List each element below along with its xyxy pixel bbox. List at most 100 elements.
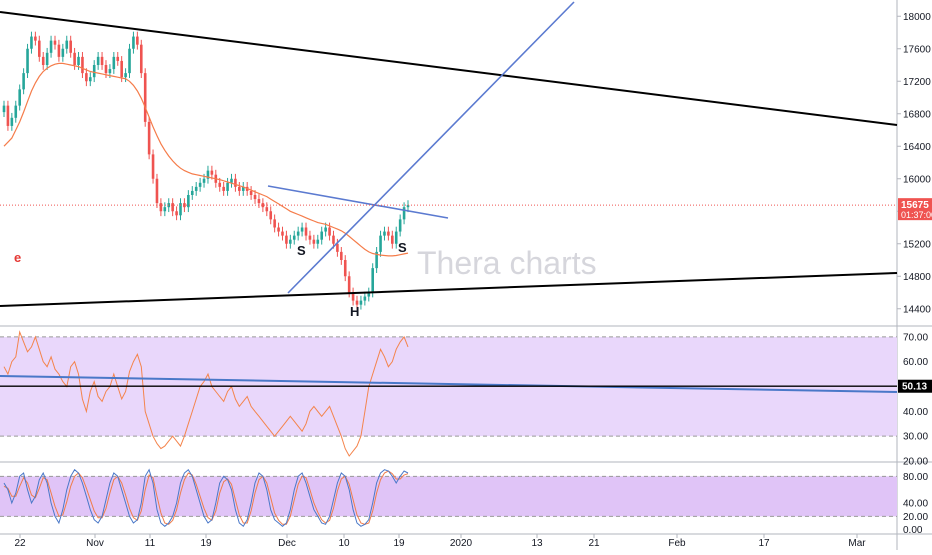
candle-body (406, 205, 410, 208)
candle-body (116, 56, 120, 61)
candle-body (222, 186, 225, 191)
rsi-tick-label: 60.00 (903, 357, 928, 368)
date-tick-label: 11 (145, 538, 156, 549)
candle-body (14, 105, 18, 118)
candle-body (328, 227, 331, 236)
candle-body (238, 186, 241, 191)
date-tick-label: 10 (338, 538, 350, 549)
candle-body (73, 52, 76, 65)
candle-body (88, 77, 92, 82)
candle-body (253, 195, 257, 200)
candle-body (320, 231, 324, 240)
candle-body (383, 231, 386, 236)
price-tick-label: 16800 (903, 109, 931, 120)
price-tick-label: 18000 (903, 12, 931, 23)
candle-body (292, 235, 296, 240)
candle-body (112, 56, 116, 70)
candle-body (273, 219, 276, 228)
marker-letter: e (14, 250, 21, 265)
candle-body (394, 231, 398, 244)
candle-body (265, 207, 269, 212)
candle-body (367, 292, 371, 297)
candle-body (132, 36, 135, 49)
rsi-tick-label: 70.00 (903, 332, 928, 343)
candle-body (143, 73, 147, 122)
candle-body (41, 56, 45, 65)
candle-body (159, 203, 163, 212)
lower-trendline (0, 272, 898, 307)
candle-body (249, 190, 253, 195)
candle-body (261, 203, 265, 208)
candle-body (139, 44, 143, 74)
candle-body (108, 69, 112, 74)
rsi-trendline (0, 375, 898, 393)
price-tick-label: 16400 (903, 142, 931, 153)
candle-body (34, 36, 37, 41)
rsi-value-badge (898, 379, 932, 393)
candle-body (387, 231, 390, 236)
pattern-label-right-shoulder: S (398, 240, 407, 255)
date-tick-label: 21 (588, 538, 600, 549)
candle-body (300, 227, 304, 232)
date-tick-label: 19 (200, 538, 212, 549)
pattern-label-left-shoulder: S (297, 243, 306, 258)
candle-body (45, 52, 49, 65)
date-tick-label: Dec (278, 538, 296, 549)
watermark: Thera charts (417, 245, 597, 281)
candle-body (49, 40, 53, 53)
candle-body (38, 40, 41, 57)
date-tick-label: Feb (668, 538, 686, 549)
stoch-tick-label: 80.00 (903, 472, 928, 483)
candle-body (104, 65, 108, 74)
candle-body (281, 231, 284, 236)
rsi-tick-label: 30.00 (903, 432, 928, 443)
candle-body (210, 170, 214, 175)
stoch-d-line (3, 470, 409, 525)
candle-body (206, 170, 210, 179)
candle-body (175, 211, 178, 216)
candle-body (77, 56, 80, 65)
candle-body (22, 73, 25, 90)
candles-layer (2, 31, 410, 310)
candle-body (371, 268, 374, 293)
candle-body (269, 211, 273, 220)
candle-body (332, 235, 335, 244)
candle-body (26, 48, 29, 74)
date-tick-label: Nov (86, 538, 104, 549)
candle-body (151, 154, 155, 179)
candle-body (308, 235, 312, 240)
stoch-band (0, 476, 897, 517)
rsi-tick-label: 40.00 (903, 407, 928, 418)
candle-body (6, 105, 10, 126)
candle-body (218, 182, 222, 187)
price-tick-label: 17200 (903, 77, 931, 88)
candle-body (391, 235, 394, 244)
candle-body (336, 243, 339, 252)
candle-body (10, 117, 14, 126)
candle-body (347, 276, 351, 293)
stoch-axis: 80.00 40.00 20.00 0.00 (903, 472, 928, 536)
candle-body (190, 190, 194, 195)
candle-body (85, 73, 88, 82)
moving-average-line (3, 62, 409, 257)
candle-body (285, 235, 288, 244)
candle-body (96, 56, 100, 65)
price-tick-label: 14400 (903, 304, 931, 315)
candle-body (234, 178, 237, 187)
candle-body (171, 203, 174, 212)
candle-body (163, 207, 167, 212)
candle-body (120, 60, 123, 78)
candle-body (402, 207, 406, 220)
candle-body (355, 300, 359, 305)
countdown-label: 01:37:00 (901, 210, 932, 220)
price-tick-label: 14800 (903, 272, 931, 283)
current-price-badge (898, 198, 932, 221)
candle-body (316, 239, 320, 244)
candle-body (363, 296, 367, 301)
candle-body (81, 56, 84, 74)
candle-body (359, 300, 363, 305)
candle-body (18, 89, 21, 106)
price-tick-label: 16000 (903, 174, 931, 185)
